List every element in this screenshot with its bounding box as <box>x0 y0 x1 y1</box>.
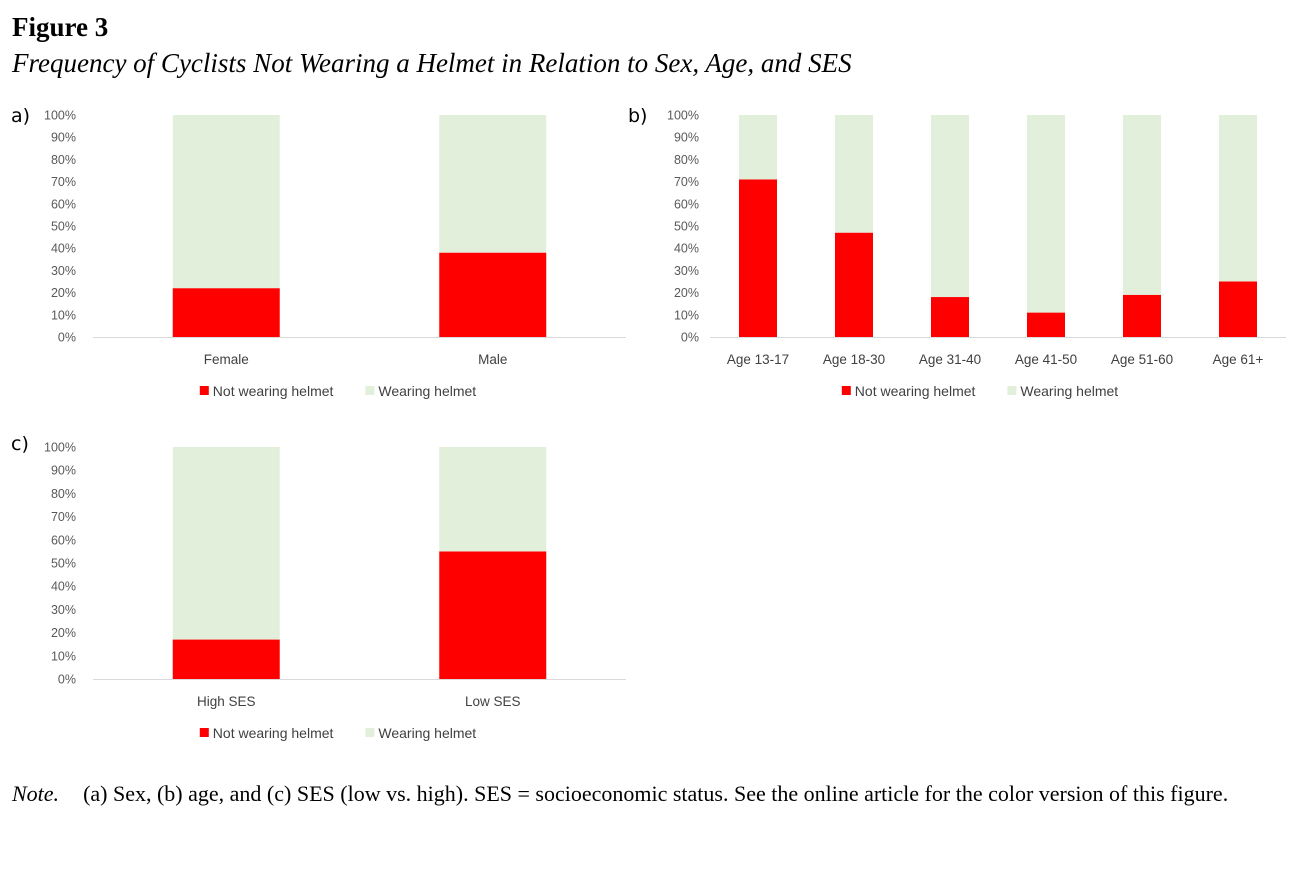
y-tick-label: 30% <box>51 264 76 278</box>
chart-panel-c: c) 0% 10% 20% 30% 40% 50% 60% 70% 80% 90% 100% High … <box>8 430 648 750</box>
legend-label-wearing: Wearing helmet <box>378 383 476 399</box>
bar-wearing <box>1123 115 1161 295</box>
x-category-label: High SES <box>197 694 256 709</box>
x-category-label: Age 31-40 <box>919 352 981 367</box>
legend-swatch-not-wearing <box>199 386 209 395</box>
y-tick-label: 100% <box>44 441 76 455</box>
y-tick-label: 20% <box>51 286 76 300</box>
y-tick-label: 40% <box>674 242 699 256</box>
chart-panel-a: a) 0% 10% 20% 30% 40% 50% 60% 70% 80% 90% 100% Femal… <box>8 100 648 415</box>
y-tick-label: 70% <box>51 175 76 189</box>
legend-swatch-wearing <box>1007 386 1017 395</box>
bar-wearing <box>931 115 969 298</box>
figure-number: Figure 3 <box>12 12 109 42</box>
bar-wearing <box>1219 115 1257 282</box>
bar-not-wearing <box>1123 294 1161 337</box>
x-category-label: Age 13-17 <box>727 352 789 367</box>
bar-not-wearing <box>172 288 280 337</box>
x-category-label: Female <box>204 352 249 367</box>
figure-title: Frequency of Cyclists Not Wearing a Helm… <box>12 48 852 78</box>
y-tick-label: 50% <box>674 220 699 234</box>
bar-not-wearing <box>835 232 873 337</box>
legend-swatch-wearing <box>365 728 375 737</box>
chart-a-svg: a) 0% 10% 20% 30% 40% 50% 60% 70% 80% 90% 100% Femal… <box>11 105 626 399</box>
x-category-label: Age 41-50 <box>1015 352 1077 367</box>
y-tick-label: 10% <box>51 649 76 663</box>
y-tick-label: 60% <box>674 197 699 211</box>
x-category-label: Male <box>478 352 507 367</box>
y-tick-label: 20% <box>51 626 76 640</box>
bar-wearing <box>172 115 280 289</box>
legend-swatch-not-wearing <box>841 386 851 395</box>
y-tick-label: 0% <box>58 673 76 687</box>
y-tick-label: 40% <box>51 580 76 594</box>
bar-not-wearing <box>1027 312 1065 337</box>
bar-not-wearing <box>1219 281 1257 337</box>
bar-not-wearing <box>439 551 547 679</box>
chart-panel-b: b) 0% 10% 20% 30% 40% 50% 60% 70% 80% 90% 100% Age 1… <box>625 100 1300 415</box>
bar-wearing <box>172 447 280 640</box>
y-tick-label: 50% <box>51 557 76 571</box>
x-category-label: Age 51-60 <box>1111 352 1173 367</box>
y-tick-label: 0% <box>58 331 76 345</box>
y-tick-label: 50% <box>51 220 76 234</box>
y-tick-label: 30% <box>51 603 76 617</box>
y-tick-label: 20% <box>674 286 699 300</box>
x-category-label: Low SES <box>465 694 521 709</box>
chart-b-svg: b) 0% 10% 20% 30% 40% 50% 60% 70% 80% 90% 100% Age 1… <box>628 105 1286 399</box>
bar-not-wearing <box>931 297 969 337</box>
bar-not-wearing <box>172 639 280 679</box>
y-tick-label: 90% <box>51 464 76 478</box>
figure-note: Note. (a) Sex, (b) age, and (c) SES (low … <box>12 777 1296 810</box>
y-tick-label: 80% <box>51 487 76 501</box>
legend-label-not-wearing: Not wearing helmet <box>213 383 334 399</box>
y-tick-label: 10% <box>674 308 699 322</box>
y-tick-label: 80% <box>674 153 699 167</box>
legend-label-not-wearing: Not wearing helmet <box>213 725 334 741</box>
bar-wearing <box>1027 115 1065 313</box>
legend-swatch-not-wearing <box>199 728 209 737</box>
panel-label-b: b) <box>628 105 647 127</box>
note-label: Note. <box>12 781 60 806</box>
legend-label-wearing: Wearing helmet <box>378 725 476 741</box>
y-tick-label: 60% <box>51 533 76 547</box>
y-tick-label: 80% <box>51 153 76 167</box>
legend-label-wearing: Wearing helmet <box>1020 383 1118 399</box>
bar-wearing <box>439 447 547 552</box>
y-tick-label: 70% <box>674 175 699 189</box>
y-tick-label: 90% <box>51 131 76 145</box>
bar-wearing <box>835 115 873 233</box>
chart-c-svg: c) 0% 10% 20% 30% 40% 50% 60% 70% 80% 90% 100% High … <box>11 433 626 741</box>
y-tick-label: 30% <box>674 264 699 278</box>
y-tick-label: 100% <box>44 109 76 123</box>
bar-not-wearing <box>439 252 547 337</box>
legend-swatch-wearing <box>365 386 375 395</box>
y-tick-label: 10% <box>51 308 76 322</box>
y-tick-label: 90% <box>674 131 699 145</box>
y-tick-label: 0% <box>681 331 699 345</box>
x-category-label: Age 18-30 <box>823 352 885 367</box>
y-tick-label: 100% <box>667 109 699 123</box>
bar-wearing <box>739 115 777 180</box>
bar-not-wearing <box>739 179 777 337</box>
panel-label-a: a) <box>11 105 30 127</box>
bar-wearing <box>439 115 547 253</box>
panel-label-c: c) <box>11 433 29 455</box>
y-tick-label: 60% <box>51 197 76 211</box>
y-tick-label: 40% <box>51 242 76 256</box>
y-tick-label: 70% <box>51 510 76 524</box>
legend-label-not-wearing: Not wearing helmet <box>855 383 976 399</box>
x-category-label: Age 61+ <box>1213 352 1264 367</box>
note-text: (a) Sex, (b) age, and (c) SES (low vs. h… <box>83 781 1229 806</box>
